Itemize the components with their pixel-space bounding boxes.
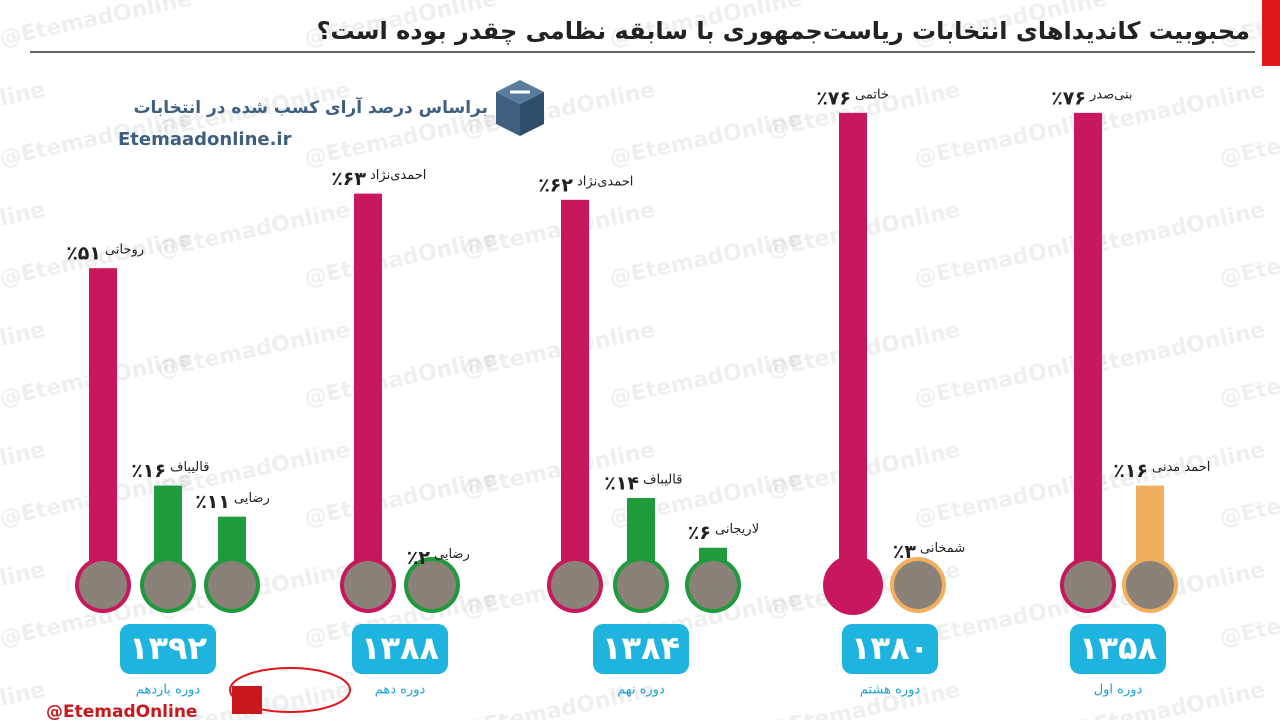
watermark: @EtemadOnline [1217,227,1280,292]
watermark: @EtemadOnline [1217,587,1280,652]
watermark: @EtemadOnline [0,678,48,720]
candidate-name: خاتمی [855,87,889,102]
year-badge [120,624,216,674]
value-label: ٪۱۱ [195,491,230,513]
value-label: ٪۳ [893,541,917,563]
period-label: دوره هشتم [860,683,921,698]
candidate-name: بنی‌صدر [1089,87,1133,102]
period-label: دوره یازدهم [136,683,201,698]
period-label: دوره دهم [375,683,426,698]
year-label: ۱۳۸۰ [851,629,929,667]
candidate-photo [144,561,192,609]
candidate-name: احمدی‌نژاد [370,168,426,183]
candidate-photo [894,561,942,609]
candidate-photo [689,561,737,609]
handle: @EtemadOnline [46,702,197,720]
candidate-name: قالیباف [170,460,209,475]
candidate-photo [79,561,127,609]
source: Etemaadonline.ir [118,129,292,150]
candidate-photo [408,561,456,609]
candidate-photo [1064,561,1112,609]
watermark: @EtemadOnline [0,0,194,52]
value-label: ٪۲ [407,547,431,569]
value-label: ٪۶۲ [538,174,573,196]
watermark: @EtemadOnline [1217,467,1280,532]
year-label: ۱۳۸۴ [602,629,680,667]
year-label: ۱۳۸۸ [361,629,440,667]
candidate-photo [344,561,392,609]
logo [229,667,351,714]
candidate-name: روحانی [105,243,144,258]
bar [839,112,867,585]
value-label: ٪۶ [688,522,711,544]
watermark: @EtemadOnline [0,318,48,383]
bar [354,193,382,586]
ballot-icon [496,80,544,136]
candidate-photo [208,561,256,609]
bar [89,268,117,585]
candidate-name: احمدی‌نژاد [577,174,633,189]
watermark: @EtemadOnline [0,78,48,143]
watermark: @EtemadOnline [1217,347,1280,412]
candidate-name: رضایی [234,491,270,506]
watermark: @EtemadOnline [0,558,48,623]
bar [1074,112,1102,585]
value-label: ٪۷۶ [1051,87,1086,109]
year-badge [842,624,938,674]
period-label: دوره نهم [617,683,665,698]
photo-ring [823,555,883,615]
value-label: ٪۱۶ [1113,460,1148,482]
candidate-name: رضایی [434,547,470,562]
subtitle: براساس درصد آرای کسب شده در انتخابات [133,96,488,118]
watermark: @EtemadOnline [1217,107,1280,172]
candidate-name: شمخانی [920,541,965,556]
value-label: ٪۱۴ [604,473,639,495]
corner-accent [1262,0,1280,66]
year-badge [352,624,448,674]
period-label: دوره اول [1094,683,1143,698]
year-badge [593,624,689,674]
bar [561,199,589,585]
value-label: ٪۵۱ [66,243,101,265]
candidate-photo [617,561,665,609]
chart-title: محبوبیت کاندیداهای انتخابات ریاست‌جمهوری… [317,17,1250,45]
candidate-name: لاریجانی [715,522,759,537]
value-label: ٪۷۶ [816,87,851,109]
watermark: @EtemadOnline [0,198,48,263]
value-label: ٪۶۳ [331,168,366,190]
year-badge [1070,624,1166,674]
candidate-photo [551,561,599,609]
candidate-photo [1126,561,1174,609]
year-label: ۱۳۵۸ [1079,629,1158,667]
value-label: ٪۱۶ [131,460,166,482]
watermark: @EtemadOnline [0,438,48,503]
year-label: ۱۳۹۲ [129,629,208,667]
candidate-name: قالیباف [643,473,682,488]
candidate-name: احمد مدنی [1152,460,1210,475]
